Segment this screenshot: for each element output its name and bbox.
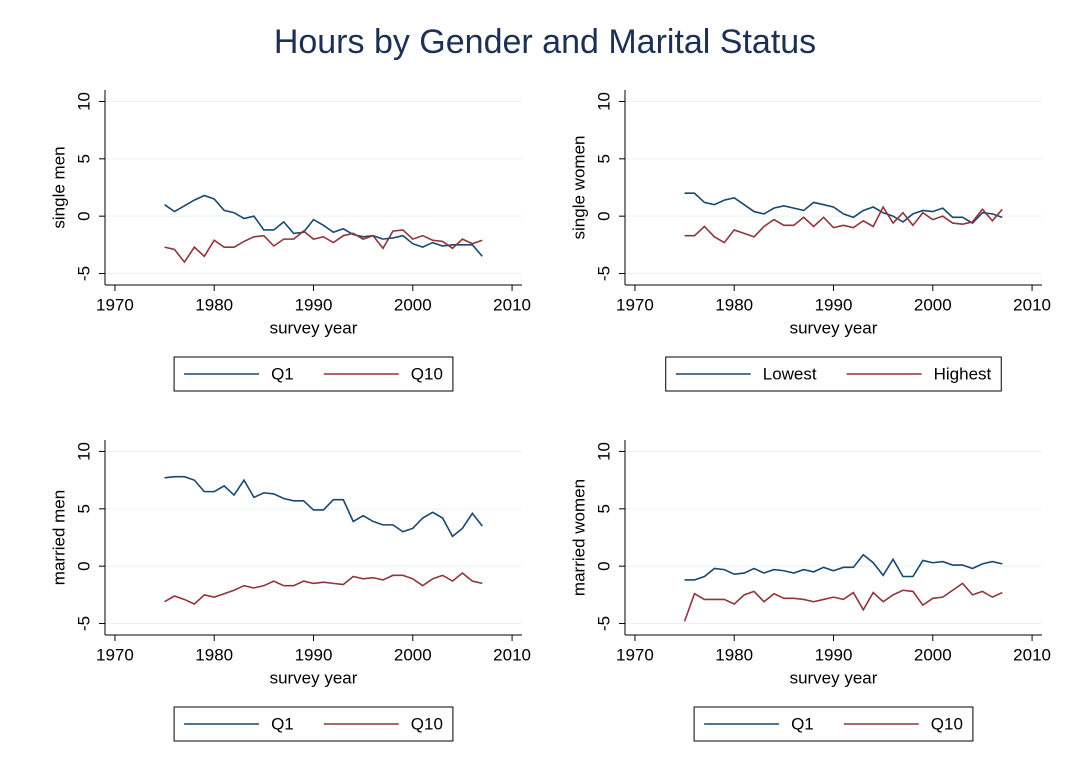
series-line (164, 572, 483, 605)
chart-title: Hours by Gender and Marital Status (274, 23, 816, 61)
x-axis-label: survey year (790, 668, 878, 687)
legend: Q1 Q10 (173, 706, 454, 742)
x-tick-label: 2010 (1013, 645, 1051, 664)
panel: -5 0 5 10 1970 1980 1990 2000 2010 survey year sin… (49, 90, 531, 392)
x-tick-label: 1970 (616, 645, 654, 664)
y-tick-label: 10 (74, 442, 93, 461)
series-line (684, 553, 1003, 581)
legend-label: Q10 (411, 364, 443, 383)
x-axis-label: survey year (270, 668, 358, 687)
y-tick-label: -5 (594, 616, 613, 631)
y-tick-label: 5 (594, 154, 613, 163)
y-tick-label: -5 (74, 266, 93, 281)
y-tick-label: 5 (74, 154, 93, 163)
legend: Lowest Highest (665, 356, 1002, 392)
x-tick-label: 1980 (195, 645, 233, 664)
x-axis-label: survey year (270, 318, 358, 337)
y-tick-label: 5 (594, 504, 613, 513)
panel: -5 0 5 10 1970 1980 1990 2000 2010 survey year mar… (569, 440, 1051, 742)
x-tick-label: 1990 (815, 645, 853, 664)
panel: -5 0 5 10 1970 1980 1990 2000 2010 survey year mar… (49, 440, 531, 742)
x-tick-label: 1990 (295, 645, 333, 664)
y-tick-label: 5 (74, 504, 93, 513)
legend: Q1 Q10 (693, 706, 974, 742)
y-tick-label: 10 (594, 442, 613, 461)
x-tick-label: 1970 (96, 295, 134, 314)
legend-label: Q1 (271, 364, 294, 383)
x-tick-label: 2010 (1013, 295, 1051, 314)
x-tick-label: 1990 (295, 295, 333, 314)
legend-label: Lowest (763, 364, 817, 383)
x-tick-label: 1980 (715, 645, 753, 664)
y-tick-label: 10 (594, 92, 613, 111)
x-tick-label: 2000 (394, 295, 432, 314)
x-tick-label: 2000 (914, 645, 952, 664)
y-axis-label: single men (49, 146, 68, 228)
y-tick-label: 0 (594, 211, 613, 220)
x-tick-label: 1970 (96, 645, 134, 664)
series-line (684, 205, 1003, 244)
y-tick-label: -5 (594, 266, 613, 281)
series-line (164, 194, 483, 257)
y-axis-label: single women (569, 136, 588, 240)
x-axis-label: survey year (790, 318, 878, 337)
x-tick-label: 1990 (815, 295, 853, 314)
y-tick-label: 0 (74, 211, 93, 220)
x-tick-label: 2010 (493, 295, 531, 314)
y-tick-label: 0 (594, 561, 613, 570)
x-tick-label: 1980 (715, 295, 753, 314)
series-line (164, 475, 483, 538)
legend-label: Highest (934, 364, 992, 383)
y-axis-label: married men (49, 490, 68, 585)
series-line (684, 192, 1003, 225)
y-tick-label: 0 (74, 561, 93, 570)
x-tick-label: 1980 (195, 295, 233, 314)
y-axis-label: married women (569, 479, 588, 596)
y-tick-label: 10 (74, 92, 93, 111)
y-tick-label: -5 (74, 616, 93, 631)
x-tick-label: 2010 (493, 645, 531, 664)
x-tick-label: 2000 (914, 295, 952, 314)
legend-label: Q10 (931, 714, 963, 733)
series-line (164, 229, 483, 264)
legend-label: Q1 (271, 714, 294, 733)
series-line (683, 582, 1003, 622)
legend-label: Q10 (411, 714, 443, 733)
x-tick-label: 2000 (394, 645, 432, 664)
panel: -5 0 5 10 1970 1980 1990 2000 2010 survey year sin… (569, 90, 1051, 392)
legend-label: Q1 (791, 714, 814, 733)
legend: Q1 Q10 (173, 356, 454, 392)
x-tick-label: 1970 (616, 295, 654, 314)
